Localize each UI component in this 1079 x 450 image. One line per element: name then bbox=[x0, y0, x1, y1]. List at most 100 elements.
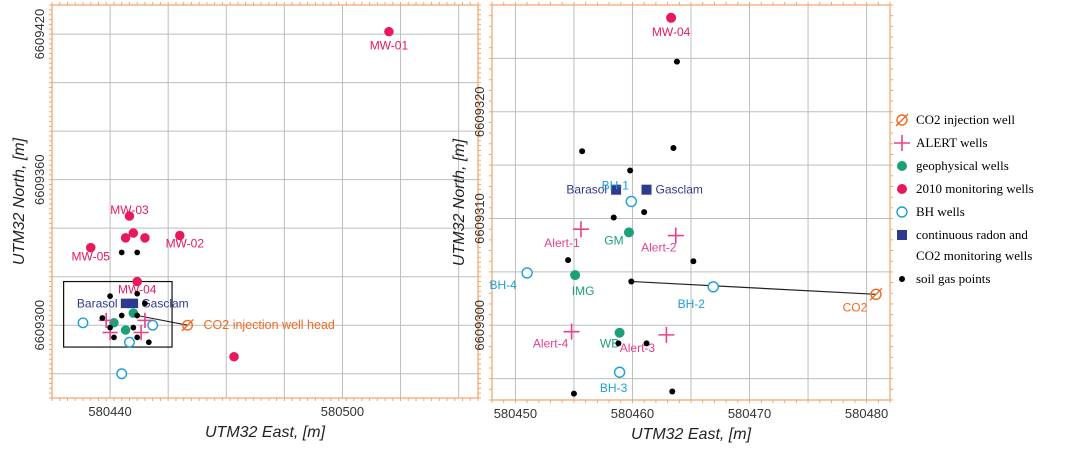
geophysical-point bbox=[570, 270, 581, 281]
soil-point bbox=[570, 390, 577, 397]
bh-point bbox=[613, 366, 626, 378]
y-tick-label: 6609300 bbox=[472, 300, 487, 351]
radon-legend-symbol bbox=[897, 230, 907, 240]
bh-point bbox=[521, 267, 533, 279]
soil-point bbox=[669, 388, 676, 395]
radon-point bbox=[120, 298, 131, 309]
legend-item-alert: ALERT wells bbox=[894, 135, 988, 151]
geophysical-legend-symbol bbox=[897, 161, 907, 171]
soil-point bbox=[670, 145, 677, 152]
point-label: Alert-3 bbox=[620, 341, 656, 355]
y-axis-title: UTM32 North, [m] bbox=[11, 137, 28, 265]
bh-point bbox=[116, 368, 128, 380]
bh-point bbox=[625, 195, 637, 208]
geophysical-point bbox=[120, 325, 131, 335]
alert-point bbox=[572, 221, 589, 238]
alert-point bbox=[563, 323, 580, 340]
point-label: Alert-2 bbox=[641, 241, 677, 255]
point-label: Barasol bbox=[77, 296, 118, 310]
soil-point bbox=[673, 58, 680, 65]
monitoring-point bbox=[132, 276, 142, 287]
legend-label: BH wells bbox=[916, 204, 965, 219]
monitoring-point bbox=[128, 228, 139, 238]
legend-item-soil: soil gas points bbox=[899, 271, 990, 286]
y-axis-title: UTM32 North, [m] bbox=[451, 138, 468, 266]
bh-legend-symbol bbox=[896, 206, 908, 218]
y-tick-label: 6609420 bbox=[32, 9, 47, 60]
legend-item-radon: continuous radon and CO2 monitoring wells bbox=[897, 227, 1032, 263]
soil-point bbox=[641, 209, 648, 216]
x-tick-label: 580450 bbox=[494, 406, 537, 421]
bh-point bbox=[124, 336, 135, 348]
x-tick-label: 580480 bbox=[845, 406, 888, 421]
monitoring-point bbox=[85, 242, 96, 253]
legend-item-monitoring: 2010 monitoring wells bbox=[897, 181, 1034, 196]
point-label: MW-04 bbox=[118, 283, 157, 297]
soil-point bbox=[134, 290, 141, 297]
point-label: WB bbox=[600, 337, 619, 351]
point-label: BH-1 bbox=[602, 178, 630, 192]
legend-label: CO2 injection well bbox=[916, 112, 1015, 127]
point-label: CO2 bbox=[843, 300, 868, 314]
soil-point bbox=[579, 148, 586, 155]
point-label: IMG bbox=[572, 284, 595, 298]
radon-point bbox=[611, 184, 622, 195]
monitoring-point bbox=[666, 12, 677, 23]
point-label: MW-01 bbox=[370, 39, 409, 53]
x-axis-title: UTM32 East, [m] bbox=[631, 426, 752, 443]
geophysical-point bbox=[614, 327, 625, 338]
point-label: BH-3 bbox=[600, 381, 628, 395]
injection-slash bbox=[869, 287, 883, 301]
radon-point bbox=[128, 298, 139, 309]
monitoring-point bbox=[384, 26, 394, 37]
x-tick-label: 580470 bbox=[728, 406, 771, 421]
point-label: Gasclam bbox=[141, 296, 188, 310]
plot-frame bbox=[51, 4, 479, 399]
point-label: Alert-1 bbox=[544, 236, 580, 250]
point-label: MW-05 bbox=[72, 250, 111, 264]
x-axis-title: UTM32 East, [m] bbox=[205, 424, 326, 441]
point-label: MW-02 bbox=[166, 236, 205, 250]
legend-label: continuous radon and bbox=[916, 227, 1028, 242]
injection-ring bbox=[870, 288, 882, 301]
soil-point bbox=[118, 249, 125, 256]
soil-point bbox=[99, 315, 106, 321]
soil-point bbox=[134, 334, 141, 341]
soil-point bbox=[627, 167, 634, 174]
legend-label: geophysical wells bbox=[916, 158, 1009, 173]
monitoring-point bbox=[120, 233, 131, 243]
legend-label: ALERT wells bbox=[916, 135, 988, 150]
soil-point bbox=[118, 312, 125, 319]
x-tick-label: 580500 bbox=[321, 404, 364, 419]
point-label: Alert-4 bbox=[533, 337, 569, 351]
soil-point bbox=[134, 312, 141, 319]
legend-item-injection: CO2 injection well bbox=[895, 112, 1015, 127]
injection-ring bbox=[896, 114, 908, 126]
alert-legend-symbol bbox=[894, 135, 910, 151]
bh-point bbox=[147, 319, 159, 331]
legend-item-geophysical: geophysical wells bbox=[897, 158, 1009, 173]
point-label: BH-2 bbox=[678, 297, 706, 311]
alert-point bbox=[658, 326, 675, 343]
legend-label: soil gas points bbox=[916, 271, 990, 286]
legend-item-bh: BH wells bbox=[896, 204, 965, 219]
injection-label: CO2 injection well head bbox=[204, 318, 335, 332]
soil-legend-symbol bbox=[899, 276, 905, 282]
y-tick-label: 6609300 bbox=[32, 300, 47, 351]
bh-point bbox=[707, 281, 719, 293]
soil-point bbox=[643, 340, 650, 347]
right-detail-map: 580450 580460 580470 580480 6609300 6609310 66… bbox=[451, 2, 893, 443]
x-tick-label: 580460 bbox=[611, 406, 654, 421]
injection-point bbox=[869, 287, 883, 301]
x-tick-label: 580440 bbox=[88, 404, 131, 419]
alert-point bbox=[137, 312, 153, 328]
point-label: MW-03 bbox=[110, 203, 149, 217]
injection-line bbox=[631, 280, 876, 295]
legend: CO2 injection well ALERT wells geophysical… bbox=[894, 112, 1034, 286]
soil-point bbox=[145, 339, 152, 346]
soil-point bbox=[615, 340, 622, 347]
legend-label-2: CO2 monitoring wells bbox=[916, 248, 1032, 263]
left-overview-map: 580440 580500 6609300 6609360 6609420 UTM32 E… bbox=[11, 2, 481, 441]
bh-point bbox=[77, 317, 89, 329]
